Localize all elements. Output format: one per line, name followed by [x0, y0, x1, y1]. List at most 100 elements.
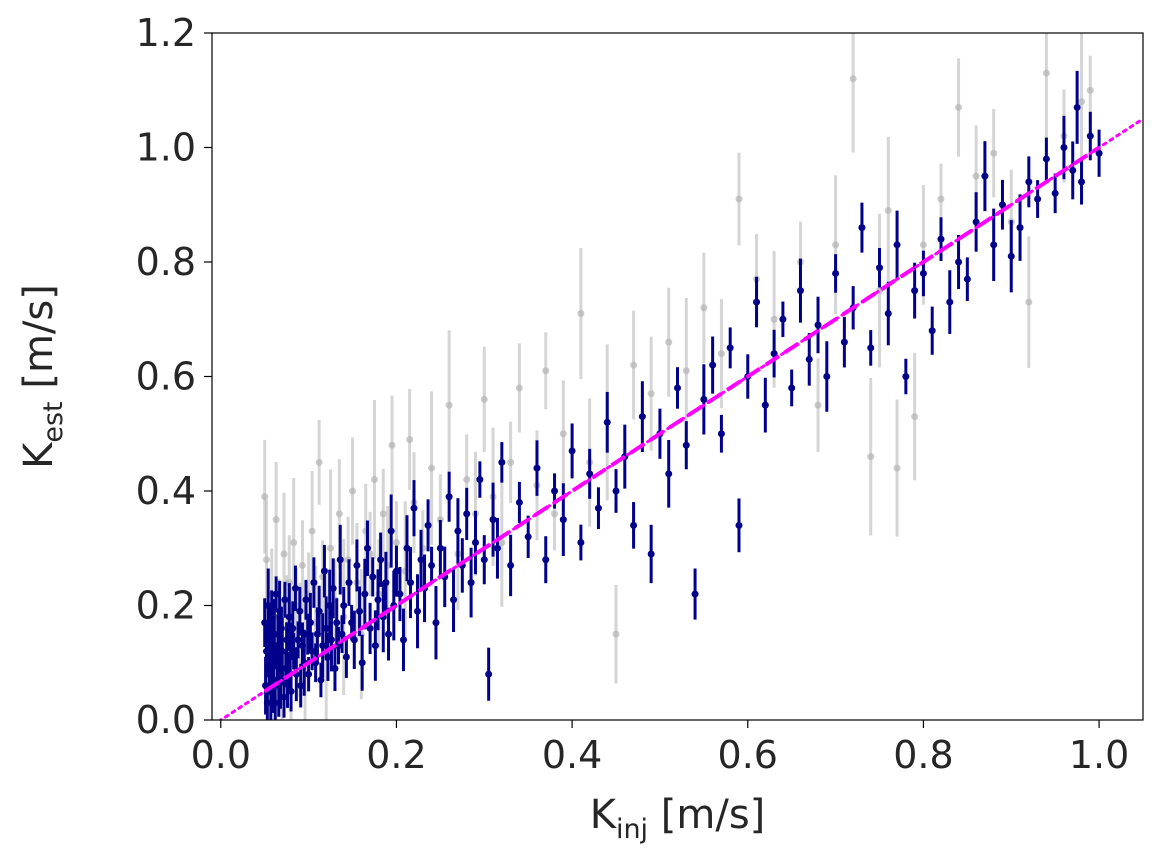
- foreground-point: [463, 510, 471, 518]
- foreground-point: [709, 361, 717, 369]
- foreground-point: [1034, 195, 1042, 203]
- background-point: [428, 464, 436, 472]
- foreground-point: [1086, 132, 1094, 140]
- foreground-point: [832, 269, 840, 277]
- foreground-point: [317, 676, 325, 684]
- foreground-point: [374, 596, 382, 604]
- background-point: [919, 241, 927, 249]
- foreground-point: [911, 287, 919, 295]
- foreground-point: [735, 521, 743, 529]
- foreground-point: [270, 630, 278, 638]
- foreground-point: [1042, 155, 1050, 163]
- background-point: [498, 539, 506, 547]
- foreground-point: [329, 584, 337, 592]
- y-axis-label: Kest [m/s]: [16, 284, 69, 469]
- foreground-point: [840, 338, 848, 346]
- foreground-point: [542, 556, 550, 564]
- foreground-point: [955, 258, 963, 266]
- background-point: [515, 384, 523, 392]
- foreground-point: [761, 401, 769, 409]
- background-point: [1025, 298, 1033, 306]
- foreground-point: [928, 327, 936, 335]
- foreground-point: [306, 619, 314, 627]
- foreground-point: [603, 418, 611, 426]
- background-point: [647, 390, 655, 398]
- y-axis: 0.0 0.2 0.4 0.6 0.8 1.0 1.2: [136, 11, 212, 742]
- y-tick-label: 0.0: [136, 698, 196, 742]
- foreground-point: [342, 653, 350, 661]
- foreground-point: [296, 607, 304, 615]
- foreground-point: [726, 344, 734, 352]
- foreground-point: [507, 561, 515, 569]
- foreground-point: [436, 544, 444, 552]
- foreground-point: [366, 624, 374, 632]
- dashed-fit-line: [263, 145, 1101, 694]
- foreground-point: [385, 630, 393, 638]
- reference-lines: [218, 117, 1143, 720]
- foreground-point: [1069, 166, 1077, 174]
- foreground-point: [814, 321, 822, 329]
- foreground-point: [788, 384, 796, 392]
- foreground-point: [990, 241, 998, 249]
- foreground-point: [1078, 178, 1086, 186]
- foreground-point: [489, 516, 497, 524]
- foreground-point: [336, 556, 344, 564]
- foreground-point: [361, 590, 369, 598]
- x-tick-label: 0.4: [542, 733, 602, 777]
- background-point: [285, 579, 293, 587]
- y-tick-label: 0.4: [136, 469, 196, 513]
- foreground-point: [305, 670, 313, 678]
- foreground-point: [324, 653, 332, 661]
- foreground-point: [638, 413, 646, 421]
- x-tick-label: 0.6: [718, 733, 778, 777]
- background-point: [308, 527, 316, 535]
- foreground-point: [371, 642, 379, 650]
- background-point: [272, 516, 280, 524]
- background-point: [315, 458, 323, 466]
- foreground-point: [1025, 178, 1033, 186]
- y-tick-label: 1.2: [136, 11, 196, 55]
- foreground-point: [326, 602, 334, 609]
- foreground-point: [884, 310, 892, 318]
- foreground-point: [577, 539, 585, 547]
- foreground-point: [302, 596, 310, 604]
- background-point: [463, 476, 471, 484]
- foreground-point: [450, 596, 458, 604]
- foreground-point: [476, 476, 484, 484]
- foreground-point: [612, 487, 620, 495]
- background-point: [290, 539, 298, 547]
- foreground-point: [289, 624, 297, 632]
- background-point: [551, 510, 559, 518]
- foreground-point: [858, 224, 866, 232]
- foreground-point: [310, 579, 318, 587]
- x-axis-label: Kinj [m/s]: [590, 792, 766, 845]
- foreground-point: [568, 447, 576, 455]
- foreground-point: [902, 373, 910, 380]
- foreground-point: [271, 699, 279, 707]
- foreground-point: [937, 235, 945, 243]
- foreground-point: [399, 636, 407, 644]
- y-tick-label: 0.8: [136, 240, 196, 284]
- background-point: [911, 413, 919, 421]
- background-point: [370, 476, 378, 484]
- foreground-series: [261, 70, 1103, 720]
- foreground-point: [387, 527, 395, 535]
- y-tick-label: 0.6: [136, 355, 196, 399]
- background-point: [1078, 98, 1086, 106]
- background-point: [867, 453, 875, 461]
- foreground-point: [331, 664, 339, 672]
- foreground-point: [594, 504, 602, 512]
- foreground-point: [272, 590, 280, 598]
- foreground-point: [471, 539, 479, 547]
- foreground-point: [320, 567, 328, 575]
- foreground-point: [480, 556, 488, 564]
- foreground-point: [867, 344, 875, 352]
- background-point: [893, 464, 901, 472]
- background-point: [507, 458, 515, 466]
- background-point: [298, 561, 306, 569]
- foreground-point: [350, 636, 358, 644]
- foreground-point: [308, 647, 316, 655]
- background-point: [937, 195, 945, 203]
- foreground-point: [287, 687, 295, 695]
